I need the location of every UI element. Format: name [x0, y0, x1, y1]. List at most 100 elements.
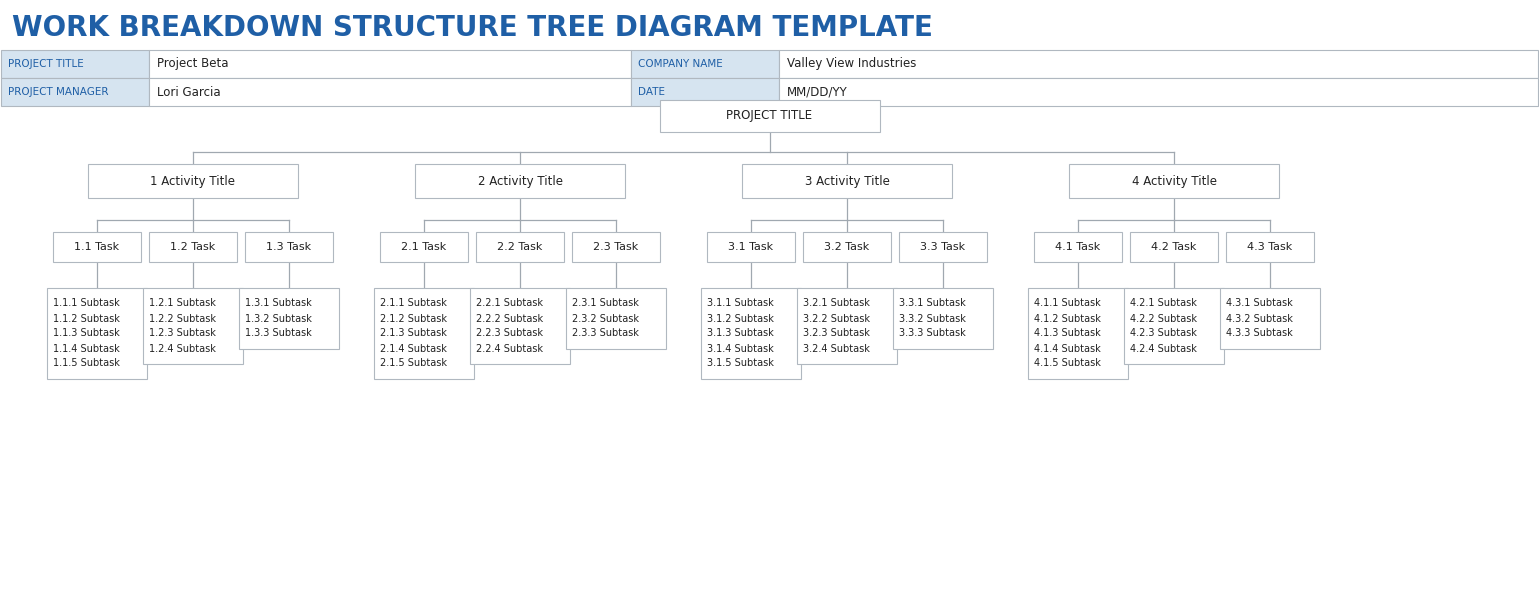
Bar: [706, 232, 796, 262]
Text: WORK BREAKDOWN STRUCTURE TREE DIAGRAM TEMPLATE: WORK BREAKDOWN STRUCTURE TREE DIAGRAM TE…: [12, 14, 933, 42]
Text: 3.2.2 Subtask: 3.2.2 Subtask: [803, 313, 870, 323]
Text: 4.1.4 Subtask: 4.1.4 Subtask: [1034, 343, 1100, 353]
Bar: [88, 164, 299, 198]
Text: 2.1.4 Subtask: 2.1.4 Subtask: [380, 343, 446, 353]
Text: Project Beta: Project Beta: [157, 57, 228, 70]
Text: 4 Activity Title: 4 Activity Title: [1131, 175, 1216, 188]
Bar: [1130, 232, 1217, 262]
Text: 4.1.3 Subtask: 4.1.3 Subtask: [1034, 329, 1100, 339]
Text: 3.2.4 Subtask: 3.2.4 Subtask: [803, 343, 870, 353]
Text: 4.3.2 Subtask: 4.3.2 Subtask: [1227, 313, 1293, 323]
Bar: [2, 78, 149, 106]
Text: 3.1.5 Subtask: 3.1.5 Subtask: [706, 359, 774, 369]
Text: 1 Activity Title: 1 Activity Title: [151, 175, 235, 188]
Text: PROJECT TITLE: PROJECT TITLE: [726, 110, 813, 123]
Bar: [1123, 288, 1224, 364]
Text: PROJECT TITLE: PROJECT TITLE: [8, 59, 83, 69]
Bar: [149, 78, 631, 106]
Bar: [631, 50, 779, 78]
Text: 3.1.2 Subtask: 3.1.2 Subtask: [706, 313, 774, 323]
Bar: [631, 78, 779, 106]
Bar: [566, 288, 666, 349]
Text: 1.3.1 Subtask: 1.3.1 Subtask: [245, 299, 312, 309]
Bar: [239, 288, 339, 349]
Bar: [48, 288, 148, 379]
Text: 3.3.3 Subtask: 3.3.3 Subtask: [899, 329, 966, 339]
Text: 1.1.4 Subtask: 1.1.4 Subtask: [52, 343, 120, 353]
Text: 2.1.2 Subtask: 2.1.2 Subtask: [380, 313, 446, 323]
Bar: [1070, 164, 1279, 198]
Text: 3.1.4 Subtask: 3.1.4 Subtask: [706, 343, 774, 353]
Text: 3.3.2 Subtask: 3.3.2 Subtask: [899, 313, 966, 323]
Text: 4.2.1 Subtask: 4.2.1 Subtask: [1130, 299, 1197, 309]
Bar: [1034, 232, 1122, 262]
Text: 1.3.2 Subtask: 1.3.2 Subtask: [245, 313, 312, 323]
Bar: [779, 78, 1537, 106]
Bar: [1028, 288, 1128, 379]
Bar: [899, 232, 986, 262]
Text: 2.1.3 Subtask: 2.1.3 Subtask: [380, 329, 446, 339]
Text: COMPANY NAME: COMPANY NAME: [639, 59, 723, 69]
Text: 4.1.2 Subtask: 4.1.2 Subtask: [1034, 313, 1100, 323]
Bar: [143, 288, 243, 364]
Bar: [893, 288, 993, 349]
Bar: [245, 232, 332, 262]
Text: 2.3 Task: 2.3 Task: [594, 242, 639, 252]
Text: 4.1.5 Subtask: 4.1.5 Subtask: [1034, 359, 1100, 369]
Text: 2.2.3 Subtask: 2.2.3 Subtask: [476, 329, 543, 339]
Text: 4.1.1 Subtask: 4.1.1 Subtask: [1034, 299, 1100, 309]
Bar: [52, 232, 142, 262]
Bar: [797, 288, 897, 364]
Text: Lori Garcia: Lori Garcia: [157, 86, 220, 99]
Text: 4.3 Task: 4.3 Task: [1248, 242, 1293, 252]
Text: 1.1 Task: 1.1 Task: [74, 242, 120, 252]
Bar: [416, 164, 625, 198]
Text: 2.2.2 Subtask: 2.2.2 Subtask: [476, 313, 543, 323]
Text: PROJECT MANAGER: PROJECT MANAGER: [8, 87, 109, 97]
Text: 4.2.2 Subtask: 4.2.2 Subtask: [1130, 313, 1197, 323]
Text: 1.1.3 Subtask: 1.1.3 Subtask: [52, 329, 120, 339]
Bar: [374, 288, 474, 379]
Bar: [2, 50, 149, 78]
Text: 1.2.1 Subtask: 1.2.1 Subtask: [149, 299, 215, 309]
Text: 3.1 Task: 3.1 Task: [728, 242, 774, 252]
Bar: [469, 288, 569, 364]
Text: 2 Activity Title: 2 Activity Title: [477, 175, 562, 188]
Text: 1.1.5 Subtask: 1.1.5 Subtask: [52, 359, 120, 369]
Bar: [742, 164, 953, 198]
Text: 2.1.1 Subtask: 2.1.1 Subtask: [380, 299, 446, 309]
Text: 1.1.2 Subtask: 1.1.2 Subtask: [52, 313, 120, 323]
Text: 4.1 Task: 4.1 Task: [1056, 242, 1100, 252]
Text: 3.1.3 Subtask: 3.1.3 Subtask: [706, 329, 774, 339]
Text: 1.2 Task: 1.2 Task: [171, 242, 215, 252]
Text: 2.1.5 Subtask: 2.1.5 Subtask: [380, 359, 446, 369]
Text: 4.2 Task: 4.2 Task: [1151, 242, 1197, 252]
Bar: [149, 50, 631, 78]
Bar: [700, 288, 800, 379]
Text: 3.3.1 Subtask: 3.3.1 Subtask: [899, 299, 966, 309]
Text: 1.2.4 Subtask: 1.2.4 Subtask: [149, 343, 215, 353]
Text: 4.2.4 Subtask: 4.2.4 Subtask: [1130, 343, 1197, 353]
Text: 4.3.1 Subtask: 4.3.1 Subtask: [1227, 299, 1293, 309]
Text: 3.1.1 Subtask: 3.1.1 Subtask: [706, 299, 774, 309]
Bar: [1220, 288, 1320, 349]
Text: 3 Activity Title: 3 Activity Title: [805, 175, 890, 188]
Bar: [1227, 232, 1314, 262]
Text: 1.3 Task: 1.3 Task: [266, 242, 311, 252]
Text: 2.1 Task: 2.1 Task: [402, 242, 446, 252]
Bar: [573, 232, 660, 262]
Bar: [803, 232, 891, 262]
Text: 3.2 Task: 3.2 Task: [825, 242, 870, 252]
Bar: [476, 232, 563, 262]
Text: 3.2.3 Subtask: 3.2.3 Subtask: [803, 329, 870, 339]
Text: 1.2.3 Subtask: 1.2.3 Subtask: [149, 329, 215, 339]
Text: 1.3.3 Subtask: 1.3.3 Subtask: [245, 329, 312, 339]
Text: 1.2.2 Subtask: 1.2.2 Subtask: [149, 313, 215, 323]
Text: MM/DD/YY: MM/DD/YY: [786, 86, 848, 99]
Text: DATE: DATE: [639, 87, 665, 97]
Text: 2.2.1 Subtask: 2.2.1 Subtask: [476, 299, 543, 309]
Text: 3.2.1 Subtask: 3.2.1 Subtask: [803, 299, 870, 309]
Text: 2.3.1 Subtask: 2.3.1 Subtask: [573, 299, 639, 309]
Bar: [149, 232, 237, 262]
Text: 2.3.3 Subtask: 2.3.3 Subtask: [573, 329, 639, 339]
